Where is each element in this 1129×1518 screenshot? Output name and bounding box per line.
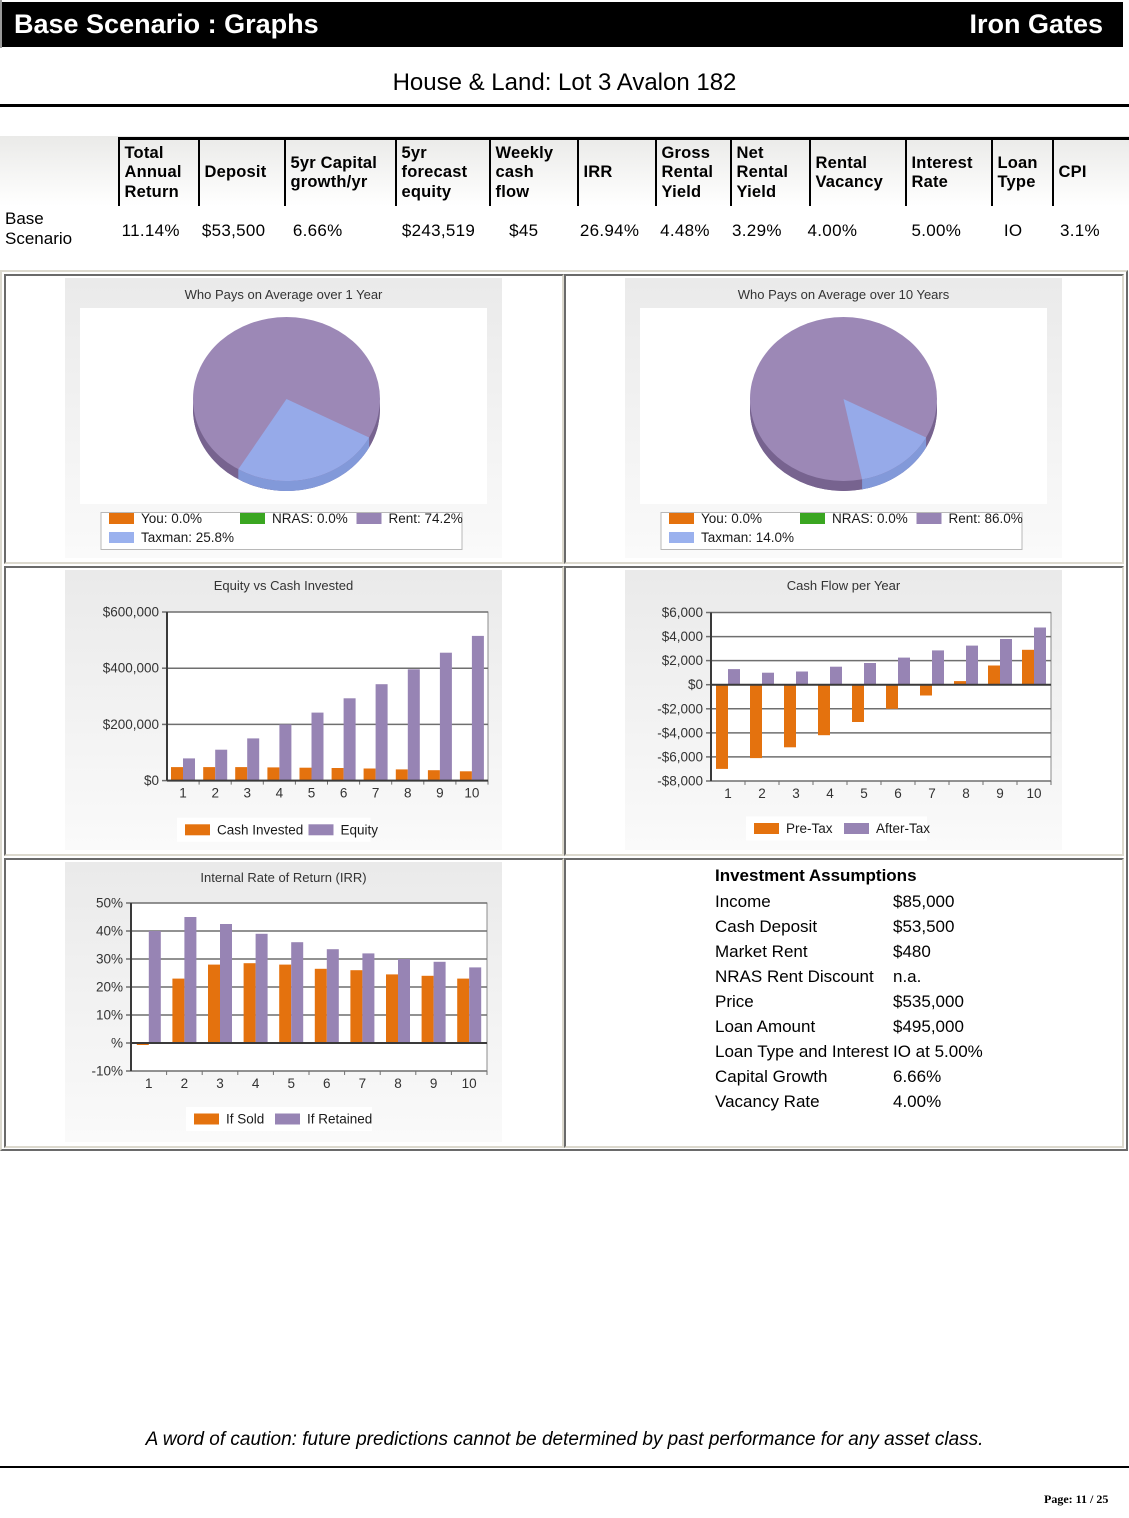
svg-text:10: 10 (464, 786, 479, 801)
svg-text:1: 1 (179, 786, 187, 801)
svg-text:Pre-Tax: Pre-Tax (786, 821, 833, 836)
svg-text:40%: 40% (96, 924, 123, 939)
svg-text:You: 0.0%: You: 0.0% (701, 511, 762, 526)
svg-text:After-Tax: After-Tax (876, 821, 930, 836)
svg-text:5: 5 (287, 1076, 295, 1091)
svg-text:-$2,000: -$2,000 (657, 701, 703, 716)
svg-text:Who Pays on Average over 1 Yea: Who Pays on Average over 1 Year (185, 287, 383, 302)
svg-text:NRAS: 0.0%: NRAS: 0.0% (832, 511, 908, 526)
svg-text:9: 9 (430, 1076, 438, 1091)
svg-text:3: 3 (216, 1076, 224, 1091)
svg-text:Taxman: 14.0%: Taxman: 14.0% (701, 530, 794, 545)
svg-text:-$4,000: -$4,000 (657, 725, 703, 740)
svg-text:$600,000: $600,000 (103, 605, 159, 620)
svg-text:Who Pays on Average over 10 Ye: Who Pays on Average over 10 Years (738, 287, 950, 302)
svg-text:3: 3 (792, 786, 800, 801)
svg-text:You: 0.0%: You: 0.0% (141, 511, 202, 526)
svg-text:8: 8 (404, 786, 412, 801)
svg-text:6: 6 (323, 1076, 331, 1091)
svg-text:-$6,000: -$6,000 (657, 749, 703, 764)
svg-text:50%: 50% (96, 896, 123, 911)
svg-text:3: 3 (243, 786, 251, 801)
svg-text:2: 2 (211, 786, 219, 801)
svg-text:10: 10 (462, 1076, 477, 1091)
svg-text:NRAS: 0.0%: NRAS: 0.0% (272, 511, 348, 526)
svg-text:4: 4 (826, 786, 834, 801)
svg-text:9: 9 (436, 786, 444, 801)
svg-text:$400,000: $400,000 (103, 661, 159, 676)
svg-text:6: 6 (340, 786, 348, 801)
svg-text:20%: 20% (96, 980, 123, 995)
svg-text:30%: 30% (96, 952, 123, 967)
svg-text:$6,000: $6,000 (662, 605, 703, 620)
svg-text:Rent: 74.2%: Rent: 74.2% (389, 511, 463, 526)
svg-text:7: 7 (359, 1076, 367, 1091)
svg-text:7: 7 (372, 786, 380, 801)
svg-text:Equity: Equity (341, 822, 379, 837)
svg-text:%: % (111, 1036, 123, 1051)
svg-text:9: 9 (996, 786, 1004, 801)
svg-text:4: 4 (276, 786, 284, 801)
svg-text:-$8,000: -$8,000 (657, 774, 703, 789)
svg-text:10%: 10% (96, 1008, 123, 1023)
svg-text:4: 4 (252, 1076, 260, 1091)
svg-text:-10%: -10% (91, 1064, 123, 1079)
svg-text:8: 8 (962, 786, 970, 801)
svg-text:5: 5 (860, 786, 868, 801)
svg-text:$0: $0 (688, 677, 703, 692)
svg-text:7: 7 (928, 786, 936, 801)
svg-text:2: 2 (758, 786, 766, 801)
svg-text:$4,000: $4,000 (662, 629, 703, 644)
svg-text:8: 8 (394, 1076, 402, 1091)
svg-text:10: 10 (1026, 786, 1041, 801)
svg-text:$2,000: $2,000 (662, 653, 703, 668)
svg-text:2: 2 (181, 1076, 189, 1091)
svg-text:Rent: 86.0%: Rent: 86.0% (949, 511, 1023, 526)
svg-text:5: 5 (308, 786, 316, 801)
svg-text:If Sold: If Sold (226, 1112, 264, 1127)
svg-text:Cash Invested: Cash Invested (217, 822, 303, 837)
svg-text:If Retained: If Retained (307, 1112, 372, 1127)
svg-text:6: 6 (894, 786, 902, 801)
svg-text:Equity vs Cash Invested: Equity vs Cash Invested (214, 578, 353, 593)
svg-text:1: 1 (145, 1076, 153, 1091)
svg-text:1: 1 (724, 786, 732, 801)
svg-text:Internal Rate of Return (IRR): Internal Rate of Return (IRR) (200, 870, 366, 885)
svg-text:$200,000: $200,000 (103, 717, 159, 732)
svg-text:Taxman: 25.8%: Taxman: 25.8% (141, 530, 234, 545)
svg-text:Cash Flow per Year: Cash Flow per Year (787, 578, 901, 593)
svg-text:$0: $0 (144, 773, 159, 788)
